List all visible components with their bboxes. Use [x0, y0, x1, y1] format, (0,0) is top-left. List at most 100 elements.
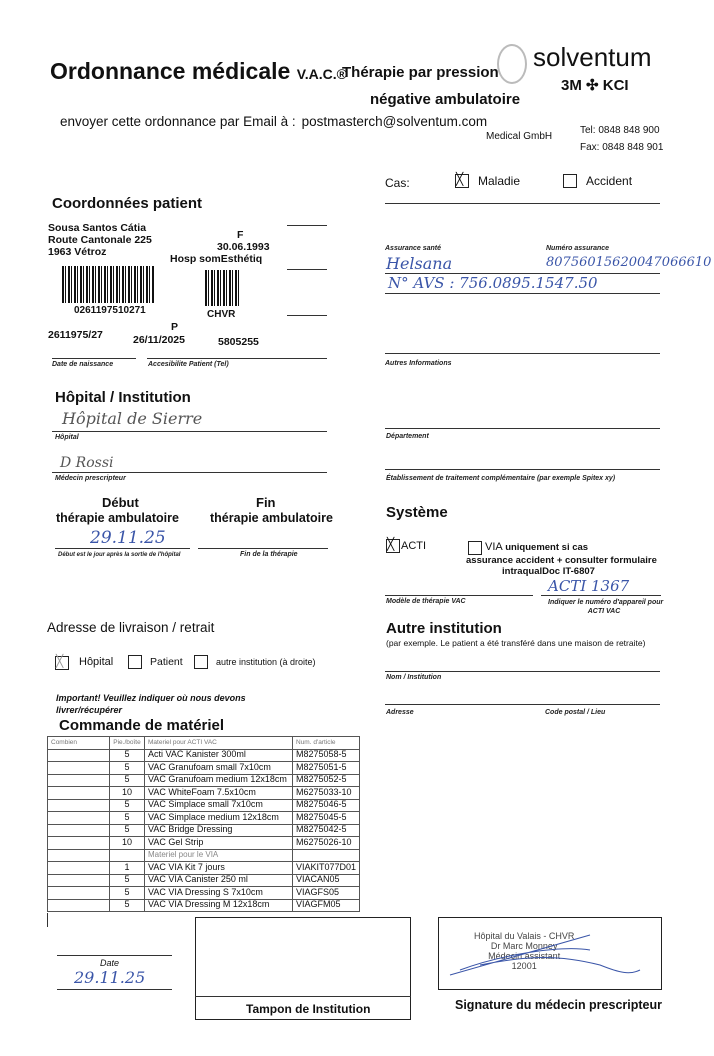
divider: [385, 353, 660, 354]
table-cell: M6275033-10: [291, 786, 361, 800]
patient-street: Route Cantonale 225: [48, 234, 152, 246]
tel: Tel: 0848 848 900: [580, 125, 660, 136]
divider: [541, 595, 661, 596]
stamp-line-3: Médecin assistant: [488, 951, 561, 961]
patient-id: 2611975/27: [48, 329, 103, 341]
doctor-value[interactable]: D Rossi: [60, 455, 114, 471]
start-title: Début: [102, 495, 139, 510]
via-heading: Materiel pour le VIA: [144, 848, 293, 862]
divider: [287, 315, 327, 316]
divider: [55, 548, 190, 549]
table-cell: 10: [109, 786, 145, 800]
table-cell[interactable]: [47, 786, 110, 800]
divider: [385, 469, 660, 470]
hopital-checkbox[interactable]: [55, 654, 69, 670]
table-row: 5 VAC Granufoam small 7x10cm M8275051-5: [47, 761, 361, 775]
table-cell[interactable]: [47, 823, 110, 837]
other-institution-checkbox[interactable]: [194, 655, 208, 669]
table-cell: Acti VAC Kanister 300ml: [144, 748, 293, 762]
table-cell: VAC Granufoam medium 12x18cm: [144, 773, 293, 787]
stamp-line-4: 12001: [511, 961, 537, 971]
device-label-2: ACTI VAC: [587, 608, 621, 615]
table-cell: [47, 848, 110, 862]
page-title: Ordonnance médicale V.A.C.®: [50, 58, 347, 84]
divider: [385, 595, 533, 596]
device-label: Indiquer le numéro d'appareil pour ACTI V…: [548, 598, 664, 616]
divider: [57, 955, 172, 956]
avs-number[interactable]: N° AVS : 756.0895.1547.50: [388, 274, 598, 292]
maladie-label: Maladie: [478, 174, 521, 188]
table-row: 5 VAC Simplace medium 12x18cm M8275045-5: [47, 811, 361, 825]
start-sub: thérapie ambulatoire: [56, 511, 179, 525]
table-cell: 5: [109, 798, 145, 812]
insurance-label: Assurance santé: [385, 245, 442, 252]
patient-letter: P: [171, 321, 179, 333]
table-cell: VIAGFS05: [291, 886, 361, 900]
etablissement-label: Établissement de traitement complémentai…: [386, 475, 616, 482]
start-value[interactable]: 29.11.25: [90, 528, 166, 548]
table-row: 5 VAC Granufoam medium 12x18cm M8275052-5: [47, 773, 361, 787]
table-row: 5 VAC Simplace small 7x10cm M8275046-5: [47, 798, 361, 812]
table-cell[interactable]: [47, 748, 110, 762]
via-checkbox[interactable]: [468, 541, 482, 555]
table-cell: VAC VIA Dressing S 7x10cm: [144, 886, 293, 900]
table-cell: VAC WhiteFoam 7.5x10cm: [144, 786, 293, 800]
table-row: 10 VAC WhiteFoam 7.5x10cm M6275033-10: [47, 786, 361, 800]
table-cell: VIAGFM05: [291, 898, 361, 912]
table-cell: VAC Gel Strip: [144, 836, 293, 850]
table-cell: M8275051-5: [291, 761, 361, 775]
table-subheader: Materiel pour le VIA: [47, 848, 361, 862]
model-label: Modèle de thérapie VAC: [386, 598, 466, 605]
table-cell: VIACAN05: [291, 873, 361, 887]
table-cell: 5: [109, 748, 145, 762]
insurance-number-label: Numéro assurance: [546, 245, 610, 252]
barcode-1-icon: [62, 266, 154, 303]
divider: [52, 358, 136, 359]
table-cell[interactable]: [47, 886, 110, 900]
insurance-number[interactable]: 80756015620047066610: [546, 255, 712, 270]
table-cell: VAC VIA Kit 7 jours: [144, 861, 293, 875]
signature-icon: [449, 934, 641, 976]
table-row: 1 VAC VIA Kit 7 jours VIAKIT077D01: [47, 861, 361, 875]
table-cell: M8275042-5: [291, 823, 361, 837]
table-cell[interactable]: [47, 761, 110, 775]
table-cell: 5: [109, 773, 145, 787]
table-row: 10 VAC Gel Strip M6275026-10: [47, 836, 361, 850]
divider: [52, 431, 327, 432]
table-cell: VAC VIA Canister 250 ml: [144, 873, 293, 887]
table-cell: Materiel pour ACTI VAC: [144, 736, 293, 750]
start-label: Début est le jour après la sortie de l'h…: [58, 552, 181, 558]
zip-label: Code postal / Lieu: [545, 709, 606, 716]
table-row: 5 VAC VIA Canister 250 ml VIACAN05: [47, 873, 361, 887]
table-cell: 5: [109, 811, 145, 825]
patient-checkbox[interactable]: [128, 655, 142, 669]
table-cell: M8275045-5: [291, 811, 361, 825]
acti-checkbox[interactable]: [386, 537, 400, 553]
table-cell[interactable]: [47, 873, 110, 887]
maladie-checkbox[interactable]: [455, 172, 469, 188]
email-link[interactable]: postmasterch@solventum.com: [301, 114, 488, 129]
table-cell[interactable]: [47, 798, 110, 812]
table-cell[interactable]: [47, 773, 110, 787]
date-value[interactable]: 29.11.25: [74, 968, 146, 987]
device-value[interactable]: ACTI 1367: [548, 577, 630, 595]
table-cell: M8275052-5: [291, 773, 361, 787]
institution-name-label: Nom / Institution: [386, 674, 442, 681]
device-label-1: Indiquer le numéro d'appareil pour: [548, 599, 664, 606]
accident-checkbox[interactable]: [563, 174, 577, 188]
table-cell[interactable]: [47, 836, 110, 850]
hospital-value[interactable]: Hôpital de Sierre: [62, 409, 203, 428]
patient-dob: 30.06.1993: [217, 241, 270, 253]
table-cell: VAC VIA Dressing M 12x18cm: [144, 898, 293, 912]
table-row: 5 Acti VAC Kanister 300ml M8275058-5: [47, 748, 361, 762]
acti-label: ACTI: [401, 540, 427, 552]
table-cell[interactable]: [47, 811, 110, 825]
table-cell[interactable]: [47, 861, 110, 875]
patient-name: Sousa Santos Cátia: [48, 222, 147, 234]
table-cell[interactable]: [47, 898, 110, 912]
tel-label: Accesibilite Patient (Tel): [148, 361, 229, 368]
other-heading: Autre institution: [386, 620, 502, 637]
table-cell[interactable]: Combien: [47, 736, 110, 750]
insurance-value[interactable]: Helsana: [386, 254, 453, 273]
doctor-label: Médecin prescripteur: [55, 475, 126, 482]
